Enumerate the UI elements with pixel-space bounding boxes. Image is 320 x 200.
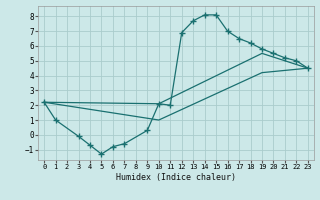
X-axis label: Humidex (Indice chaleur): Humidex (Indice chaleur) — [116, 173, 236, 182]
